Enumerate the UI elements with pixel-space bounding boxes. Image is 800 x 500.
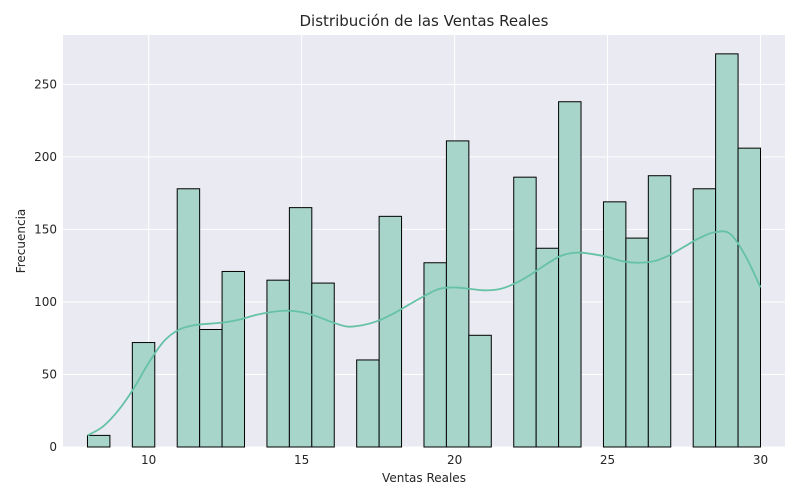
histogram-bar xyxy=(737,147,761,448)
x-axis-ticks: 10 15 20 25 30 xyxy=(141,453,768,467)
histogram-bar xyxy=(625,237,649,448)
x-tick-label: 15 xyxy=(294,453,309,467)
histogram-bar xyxy=(221,270,246,448)
histogram-bar xyxy=(131,342,156,448)
histogram-bar xyxy=(445,140,470,448)
histogram-bar xyxy=(311,282,335,448)
histogram-bar xyxy=(199,328,223,448)
y-axis-ticks: 0 50 100 150 200 250 xyxy=(34,77,57,454)
histogram-bar xyxy=(602,201,627,448)
y-axis-label: Frecuencia xyxy=(14,209,28,274)
chart-title: Distribución de las Ventas Reales xyxy=(300,12,549,30)
histogram-bars xyxy=(86,53,761,448)
y-tick-label: 100 xyxy=(34,295,57,309)
histogram-bar xyxy=(378,215,403,448)
x-tick-label: 10 xyxy=(141,453,156,467)
histogram-bar xyxy=(86,434,111,448)
histogram-bar xyxy=(715,53,739,448)
y-tick-label: 250 xyxy=(34,77,57,91)
x-tick-label: 20 xyxy=(447,453,462,467)
histogram-bar xyxy=(356,359,380,448)
x-axis-label: Ventas Reales xyxy=(382,471,466,485)
y-tick-label: 0 xyxy=(49,440,57,454)
x-tick-label: 30 xyxy=(753,453,768,467)
y-tick-label: 200 xyxy=(34,150,57,164)
histogram-bar xyxy=(288,207,313,448)
kde-curve xyxy=(87,230,762,437)
histogram-bar xyxy=(468,334,492,448)
histogram-bar xyxy=(513,176,537,448)
histogram-bar xyxy=(176,188,201,448)
histogram-bar xyxy=(535,247,560,448)
histogram-bar xyxy=(558,101,582,448)
y-tick-label: 50 xyxy=(42,367,57,381)
y-tick-label: 150 xyxy=(34,222,57,236)
x-tick-label: 25 xyxy=(600,453,615,467)
histogram-bar xyxy=(647,175,672,448)
histogram-bar xyxy=(266,279,290,448)
histogram-bar xyxy=(692,188,717,448)
